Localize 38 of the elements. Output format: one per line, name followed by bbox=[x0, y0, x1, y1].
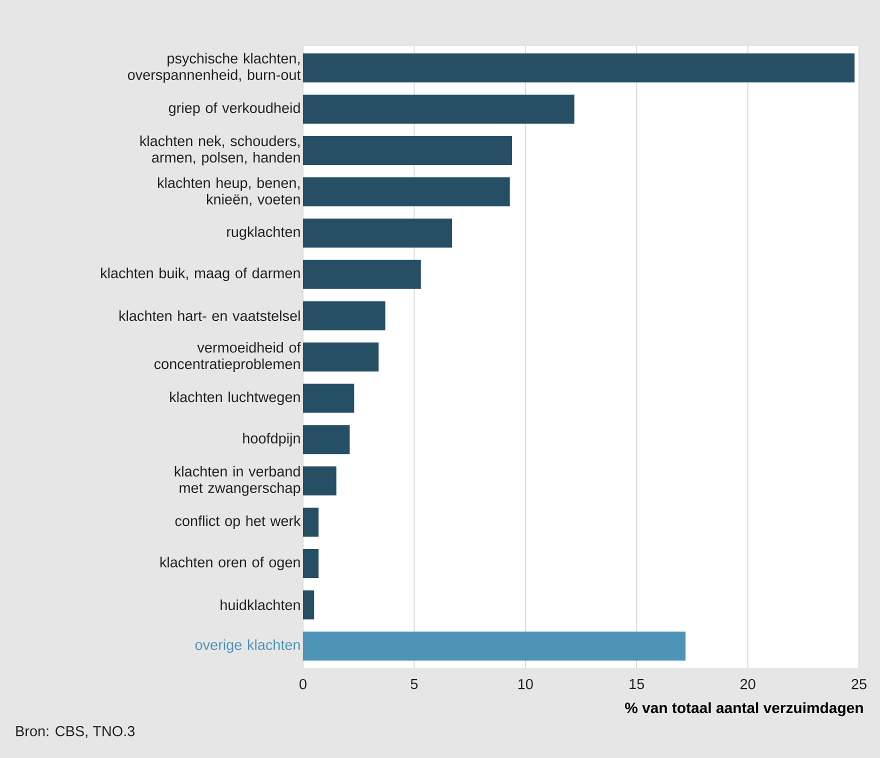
y-tick-label: rugklachten bbox=[227, 226, 300, 240]
y-tick-label: conflict op het werk bbox=[175, 515, 301, 529]
y-tick-label: psychische klachten, overspannenheid, burn-out bbox=[128, 52, 301, 83]
y-tick-label: huidklachten bbox=[220, 600, 300, 610]
y-tick-label: klachten in verband met zwangerschap bbox=[174, 466, 300, 496]
y-tick-label: vermoeidheid of concentratieproblemen bbox=[154, 342, 301, 372]
x-tick-label: 10 bbox=[518, 679, 533, 690]
bar bbox=[303, 301, 386, 330]
bar bbox=[303, 466, 336, 496]
x-tick-label: 15 bbox=[630, 679, 644, 690]
y-tick-label: overige klachten bbox=[195, 639, 300, 653]
y-tick-label: klachten oren of ogen bbox=[160, 556, 300, 570]
y-tick-label: klachten luchtwegen bbox=[170, 392, 300, 406]
bar bbox=[303, 94, 574, 124]
bar bbox=[303, 384, 354, 413]
bar bbox=[303, 136, 512, 165]
y-tick-label: hoofdpijn bbox=[243, 432, 300, 446]
y-tick-label: klachten nek, schouders, armen, polsen, handen bbox=[140, 136, 300, 166]
bar bbox=[303, 590, 314, 620]
bar bbox=[303, 218, 452, 248]
y-tick-label: klachten heup, benen, knieën, voeten bbox=[158, 177, 300, 206]
bar bbox=[303, 632, 686, 661]
bar bbox=[303, 53, 855, 82]
x-tick-label: 20 bbox=[740, 679, 756, 690]
x-axis-title: % van totaal aantal verzuimdagen bbox=[625, 702, 863, 716]
x-tick-label: 0 bbox=[300, 679, 306, 690]
bar bbox=[303, 549, 319, 578]
y-tick-label: klachten buik, maag of darmen bbox=[101, 268, 300, 282]
x-tick-label: 5 bbox=[410, 679, 418, 690]
y-tick-label: griep of verkoudheid bbox=[168, 102, 300, 116]
bar bbox=[303, 425, 350, 454]
bar bbox=[303, 508, 319, 537]
x-tick-label: 25 bbox=[852, 679, 866, 690]
bar bbox=[303, 260, 421, 289]
bar bbox=[303, 342, 379, 372]
y-tick-label: klachten hart- en vaatstelsel bbox=[119, 310, 300, 322]
bar bbox=[303, 177, 510, 206]
text: Bron: CBS, TNO.3 bbox=[16, 726, 135, 738]
